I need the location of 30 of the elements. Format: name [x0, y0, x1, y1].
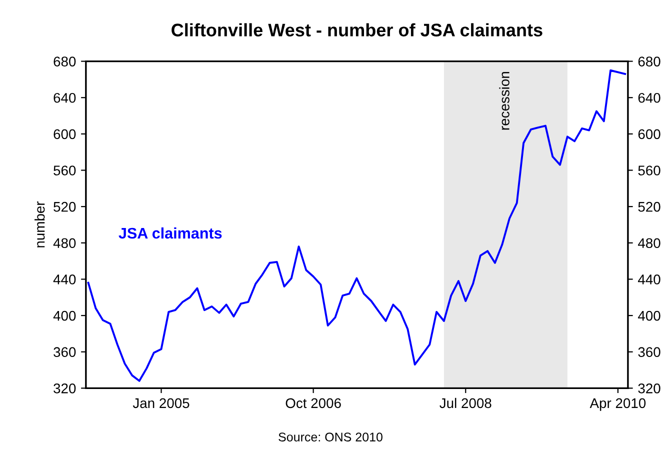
y-axis-title: number [34, 201, 45, 248]
y-tick-label: 600 [54, 129, 76, 140]
x-tick-label: Apr 2010 [590, 398, 646, 411]
x-tick-label: Jul 2008 [440, 398, 492, 408]
y2-tick-label: 640 [638, 92, 660, 103]
text: JSA claimants [118, 227, 222, 239]
y2-tick-label: 600 [638, 129, 660, 140]
y-tick-label: 480 [53, 238, 76, 248]
y-tick-label: 360 [54, 347, 76, 358]
y2-tick-label: 480 [638, 238, 660, 248]
y-tick-label: 640 [54, 92, 76, 103]
band-label: recession [499, 72, 510, 130]
y2-tick-label: 360 [638, 347, 660, 358]
y-tick-label: 560 [54, 166, 76, 176]
y-tick-label: 520 [54, 202, 76, 212]
y-tick-label: 320 [54, 384, 76, 394]
y-tick-label: 680 [54, 56, 76, 66]
y2-tick-label: 680 [638, 56, 660, 66]
chart-title: Cliftonville West - number of JSA claimants [172, 23, 542, 36]
y2-tick-label: 520 [638, 202, 660, 212]
y2-tick-label: 320 [638, 384, 660, 394]
y2-tick-label: 400 [638, 310, 660, 321]
x-tick-label: Jan 2005 [132, 398, 190, 408]
y-tick-label: 440 [53, 274, 76, 284]
y-tick-label: 400 [53, 310, 76, 321]
x-tick-label: Oct 2006 [286, 398, 341, 408]
source-note: Source: ONS 2010 [278, 432, 382, 442]
line-series [87, 69, 626, 382]
y2-tick-label: 560 [638, 166, 660, 176]
y2-tick-label: 440 [638, 274, 660, 284]
